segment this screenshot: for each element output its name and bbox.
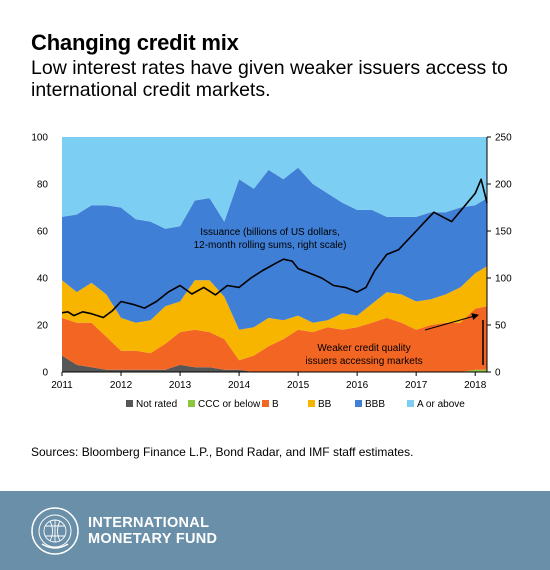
chart-legend: Not rated CCC or below B BB BBB A or above xyxy=(126,399,465,410)
legend-label: BBB xyxy=(365,399,385,410)
y-right-tick-label: 0 xyxy=(495,368,501,379)
x-tick-label: 2011 xyxy=(51,380,73,391)
imf-seal-icon xyxy=(31,507,79,555)
x-tick-label: 2014 xyxy=(228,380,251,391)
legend-label: BB xyxy=(318,399,332,410)
x-tick-label: 2017 xyxy=(405,380,428,391)
y-left-tick-label: 100 xyxy=(31,133,48,144)
legend-label: CCC or below xyxy=(198,399,261,410)
y-left-tick-label: 40 xyxy=(37,274,49,285)
area-bbb xyxy=(62,167,487,330)
legend-label: A or above xyxy=(417,399,465,410)
issuance-series xyxy=(61,178,488,319)
x-tick-label: 2016 xyxy=(346,380,369,391)
issuance-annotation: 12-month rolling sums, right scale) xyxy=(194,240,347,251)
area-bb xyxy=(62,266,487,361)
legend-swatch-bb xyxy=(308,400,315,407)
y-left-tick-label: 60 xyxy=(37,227,49,238)
x-tick-label: 2013 xyxy=(169,380,192,391)
issuance-annotation: Issuance (billions of US dollars, xyxy=(200,227,340,238)
y-left-tick-label: 0 xyxy=(42,368,48,379)
legend-swatch-bbb xyxy=(355,400,362,407)
org-name-line2: MONETARY FUND xyxy=(88,531,218,547)
chart-annotations: Issuance (billions of US dollars, 12-mont… xyxy=(194,227,484,367)
area-b xyxy=(62,306,487,372)
footer-bar: INTERNATIONAL MONETARY FUND xyxy=(0,491,550,570)
x-tick-label: 2012 xyxy=(110,380,133,391)
y-right-tick-label: 250 xyxy=(495,133,512,144)
source-note: Sources: Bloomberg Finance L.P., Bond Ra… xyxy=(31,445,414,459)
legend-swatch-b xyxy=(262,400,269,407)
stacked-areas xyxy=(62,137,487,372)
chart-subtitle: Low interest rates have given weaker iss… xyxy=(31,57,508,101)
credit-quality-annotation: Weaker credit quality xyxy=(317,343,410,354)
chart-axes: 2011 2012 2013 2014 2015 2016 2017 2018 0 20 40 60 8… xyxy=(31,133,512,392)
y-right-tick-label: 150 xyxy=(495,227,512,238)
legend-label: Not rated xyxy=(136,399,177,410)
area-not_rated xyxy=(62,355,487,372)
x-tick-label: 2015 xyxy=(287,380,310,391)
x-tick-label: 2018 xyxy=(464,380,487,391)
legend-swatch-ccc xyxy=(188,400,195,407)
y-left-tick-label: 20 xyxy=(37,321,49,332)
org-name: INTERNATIONAL MONETARY FUND xyxy=(88,515,217,547)
annotation-arrow xyxy=(424,313,479,331)
y-right-tick-label: 50 xyxy=(495,321,507,332)
issuance-line xyxy=(61,178,488,319)
y-right-tick-label: 100 xyxy=(495,274,512,285)
legend-label: B xyxy=(272,399,279,410)
org-name-line1: INTERNATIONAL xyxy=(88,515,210,531)
credit-quality-annotation: issuers accessing markets xyxy=(305,356,422,367)
y-left-tick-label: 80 xyxy=(37,180,49,191)
credit-mix-chart: 2011 2012 2013 2014 2015 2016 2017 2018 0 20 40 60 8… xyxy=(31,133,512,411)
y-right-tick-label: 200 xyxy=(495,180,512,191)
legend-swatch-a xyxy=(407,400,414,407)
area-a xyxy=(62,137,487,229)
chart-title: Changing credit mix xyxy=(31,30,239,55)
legend-swatch-not_rated xyxy=(126,400,133,407)
